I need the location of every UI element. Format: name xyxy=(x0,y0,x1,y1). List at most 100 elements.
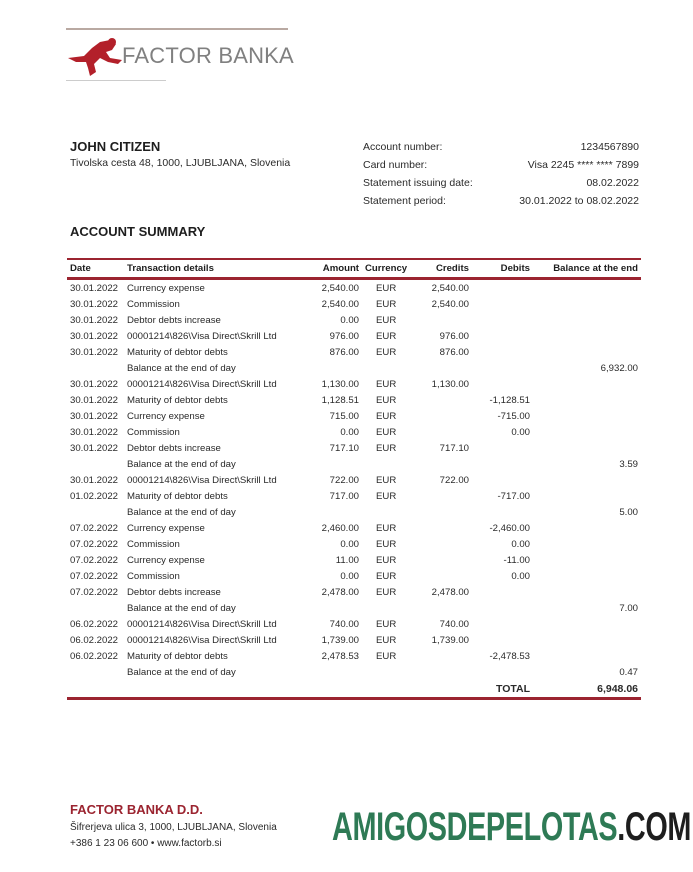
cell-debits: 0.00 xyxy=(511,426,530,438)
cell-currency: EUR xyxy=(376,426,397,438)
cell-amount xyxy=(304,504,362,520)
cell-debits xyxy=(472,296,533,312)
cell-debits xyxy=(472,664,533,680)
cell-debits: -2,478.53 xyxy=(489,650,530,662)
column-header-details: Transaction details xyxy=(127,263,214,274)
cell-details: 00001214\826\Visa Direct\Skrill Ltd xyxy=(127,330,277,342)
footer-address: Šifrerjeva ulica 3, 1000, LJUBLJANA, Slo… xyxy=(70,822,277,833)
cell-amount: 0.00 xyxy=(340,538,359,550)
cell-balance xyxy=(533,552,641,568)
customer-address: Tivolska cesta 48, 1000, LJUBLJANA, Slov… xyxy=(70,157,291,169)
cell-credits xyxy=(412,536,472,552)
table-row: Balance at the end of day 0.47 xyxy=(67,664,641,680)
cell-debits xyxy=(472,344,533,360)
cell-date: 30.01.2022 xyxy=(70,282,119,294)
cell-details: Currency expense xyxy=(127,282,205,294)
info-row: Statement issuing date: 08.02.2022 xyxy=(363,175,639,193)
cell-currency: EUR xyxy=(376,394,397,406)
cell-details: 00001214\826\Visa Direct\Skrill Ltd xyxy=(127,618,277,630)
cell-balance xyxy=(533,376,641,392)
cell-debits xyxy=(472,584,533,600)
cell-amount: 1,128.51 xyxy=(321,394,359,406)
cell-balance xyxy=(533,520,641,536)
info-value: 30.01.2022 to 08.02.2022 xyxy=(519,195,639,207)
cell-credits xyxy=(412,360,472,376)
cell-balance xyxy=(533,392,641,408)
cell-debits xyxy=(472,504,533,520)
cell-debits xyxy=(472,616,533,632)
table-row: 07.02.2022 Commission 0.00 EUR 0.00 xyxy=(67,536,641,552)
cell-amount: 1,739.00 xyxy=(321,634,359,646)
cell-date: 30.01.2022 xyxy=(70,378,119,390)
cell-balance xyxy=(533,344,641,360)
cell-debits xyxy=(472,440,533,456)
cell-date: 06.02.2022 xyxy=(70,650,119,662)
total-row: TOTAL 6,948.06 xyxy=(67,680,641,699)
cell-credits: 876.00 xyxy=(439,346,469,358)
cell-details: Maturity of debtor debts xyxy=(127,490,228,502)
info-value: 1234567890 xyxy=(580,141,639,153)
section-title: ACCOUNT SUMMARY xyxy=(70,224,206,239)
cell-amount: 717.00 xyxy=(329,490,359,502)
cell-credits xyxy=(412,392,472,408)
cell-balance xyxy=(533,536,641,552)
cell-currency: EUR xyxy=(376,346,397,358)
cell-debits: -715.00 xyxy=(497,410,530,422)
cell-debits xyxy=(472,328,533,344)
cell-credits: 976.00 xyxy=(439,330,469,342)
cell-details: Currency expense xyxy=(127,522,205,534)
cell-details: Debtor debts increase xyxy=(127,586,221,598)
cell-balance: 5.00 xyxy=(619,506,638,518)
cell-details: Commission xyxy=(127,570,180,582)
cell-debits: -1,128.51 xyxy=(489,394,530,406)
table-row: 06.02.2022 00001214\826\Visa Direct\Skril… xyxy=(67,616,641,632)
factor-banka-logo-icon xyxy=(68,38,122,76)
footer-contact: +386 1 23 06 600 • www.factorb.si xyxy=(70,838,222,849)
cell-amount: 722.00 xyxy=(329,474,359,486)
table-row: 30.01.2022 00001214\826\Visa Direct\Skril… xyxy=(67,328,641,344)
table-row: 30.01.2022 00001214\826\Visa Direct\Skril… xyxy=(67,472,641,488)
cell-debits xyxy=(472,360,533,376)
cell-details: Balance at the end of day xyxy=(127,506,236,518)
column-header-date: Date xyxy=(70,263,91,274)
cell-currency: EUR xyxy=(376,618,397,630)
logo-text: FACTOR BANKA xyxy=(122,43,294,68)
cell-date: 30.01.2022 xyxy=(70,346,119,358)
cell-details: Currency expense xyxy=(127,554,205,566)
cell-debits: 0.00 xyxy=(511,538,530,550)
cell-balance xyxy=(533,279,641,297)
cell-currency: EUR xyxy=(376,554,397,566)
cell-currency: EUR xyxy=(376,538,397,550)
cell-amount: 2,540.00 xyxy=(321,298,359,310)
table-row: Balance at the end of day 6,932.00 xyxy=(67,360,641,376)
cell-date: 07.02.2022 xyxy=(70,538,119,550)
cell-credits: 722.00 xyxy=(439,474,469,486)
cell-balance xyxy=(533,472,641,488)
cell-amount: 715.00 xyxy=(329,410,359,422)
cell-date xyxy=(67,600,124,616)
cell-date: 30.01.2022 xyxy=(70,426,119,438)
cell-details: Debtor debts increase xyxy=(127,314,221,326)
total-value: 6,948.06 xyxy=(597,682,638,695)
info-row: Card number: Visa 2245 **** **** 7899 xyxy=(363,157,639,175)
cell-amount: 2,478.00 xyxy=(321,586,359,598)
table-row: 30.01.2022 Currency expense 2,540.00 EUR 2,5… xyxy=(67,279,641,297)
cell-amount xyxy=(304,456,362,472)
cell-amount xyxy=(304,360,362,376)
cell-date: 06.02.2022 xyxy=(70,634,119,646)
cell-currency: EUR xyxy=(376,330,397,342)
cell-date xyxy=(67,360,124,376)
watermark: AMIGOSDEPELOTAS.COM xyxy=(332,805,691,850)
cell-balance xyxy=(533,584,641,600)
cell-credits: 740.00 xyxy=(439,618,469,630)
cell-balance xyxy=(533,328,641,344)
logo-underline xyxy=(66,80,166,81)
cell-balance xyxy=(533,424,641,440)
cell-debits: 0.00 xyxy=(511,570,530,582)
cell-amount: 740.00 xyxy=(329,618,359,630)
cell-currency: EUR xyxy=(376,378,397,390)
cell-balance xyxy=(533,440,641,456)
cell-credits xyxy=(412,664,472,680)
cell-balance: 3.59 xyxy=(619,458,638,470)
cell-details: Commission xyxy=(127,426,180,438)
